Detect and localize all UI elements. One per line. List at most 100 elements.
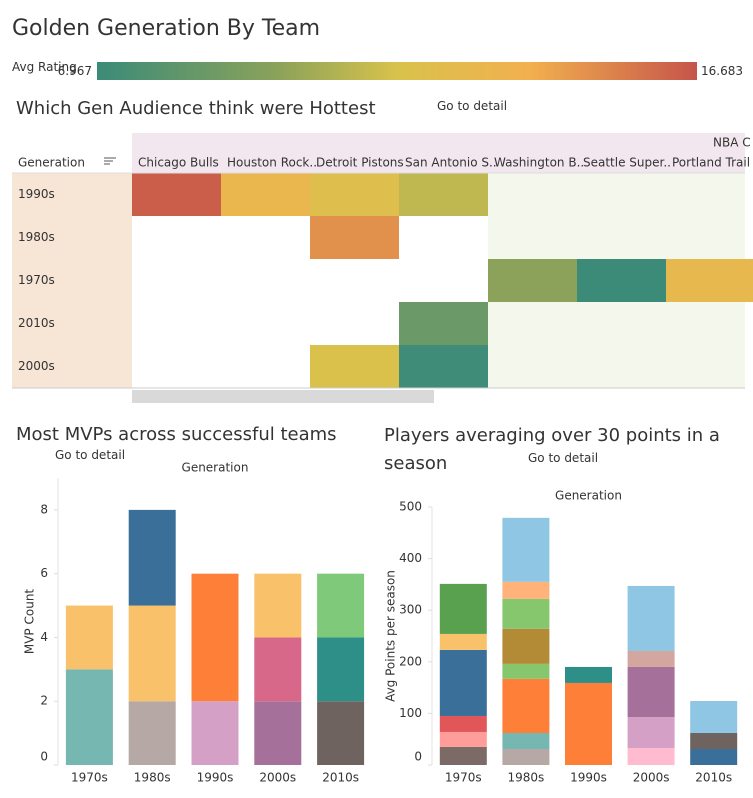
chart-title: Players averaging over 30 points in a se… (384, 425, 720, 474)
column-group-label: NBA C (713, 136, 751, 150)
heat-cell (399, 173, 488, 216)
row-label: 2000s (18, 359, 55, 373)
bar-segment (502, 628, 550, 664)
heat-cell (577, 259, 666, 302)
row-label: 1970s (18, 273, 55, 287)
bar-segment (690, 733, 738, 750)
x-tick-label: 1970s (445, 771, 482, 785)
bar-segment (317, 637, 365, 702)
x-tick-label: 1970s (71, 771, 108, 785)
heat-cell (310, 345, 399, 388)
heat-cell (399, 302, 488, 345)
bar-segment (317, 701, 365, 765)
bar-segment (502, 663, 550, 679)
x-tick-label: 1990s (197, 771, 234, 785)
y-tick-label: 400 (399, 551, 422, 565)
bar-segment (627, 717, 675, 748)
chart-title: Most MVPs across successful teams (16, 424, 337, 445)
bar-segment (565, 682, 612, 765)
bar-segment (502, 517, 550, 582)
legend-max: 16.683 (701, 64, 743, 78)
heat-cell (399, 345, 488, 388)
y-tick-label: 500 (399, 500, 422, 514)
y-tick-label: 2 (40, 694, 48, 708)
bar-segment (254, 637, 302, 702)
bar-segment (439, 746, 487, 765)
y-tick-label: 0 (414, 750, 422, 764)
y-tick-label: 200 (399, 654, 422, 668)
bar-segment (690, 749, 738, 765)
row-header-bg (12, 173, 132, 388)
x-tick-label: 2010s (695, 771, 732, 785)
detail-link[interactable]: Go to detail (55, 448, 126, 462)
bar-segment (627, 666, 675, 718)
y-axis-label: Avg Points per season (384, 570, 398, 702)
bar-segment (191, 701, 239, 765)
detail-link[interactable]: Go to detail (437, 99, 508, 113)
row-label: 1990s (18, 187, 55, 201)
column-header-bg (132, 133, 745, 173)
heat-cell (221, 173, 310, 216)
column-label: Portland Trail (672, 156, 750, 170)
legend-gradient (97, 62, 697, 80)
column-label: Detroit Pistons (316, 156, 404, 170)
heatmap-title: Which Gen Audience think were Hottest (16, 98, 376, 119)
column-header: Generation (555, 489, 622, 503)
bar-segment (128, 701, 176, 765)
row-label: 2010s (18, 316, 55, 330)
bar-segment (439, 633, 487, 650)
column-header: Generation (182, 461, 249, 475)
bar-segment (439, 583, 487, 634)
bar-segment (439, 731, 487, 747)
bar-segment (627, 585, 675, 651)
bar-segment (502, 581, 550, 599)
x-tick-label: 2000s (259, 771, 296, 785)
y-tick-label: 0 (40, 750, 48, 764)
x-tick-label: 2000s (633, 771, 670, 785)
legend-label: Avg Rating (12, 60, 77, 74)
bar-segment (439, 649, 487, 716)
column-label: Seattle Super.. (583, 156, 671, 170)
y-tick-label: 100 (399, 706, 422, 720)
y-axis-label: MVP Count (23, 589, 37, 655)
bar-segment (502, 749, 550, 765)
bar-segment (627, 650, 675, 667)
bar-segment (690, 701, 738, 734)
bar-segment (254, 701, 302, 765)
bar-segment (128, 509, 176, 606)
legend-min: 6.967 (57, 64, 92, 78)
x-tick-label: 2010s (322, 771, 359, 785)
detail-link[interactable]: Go to detail (528, 451, 599, 465)
column-label: Washington B.. (494, 156, 584, 170)
bar-segment (502, 678, 550, 734)
y-tick-label: 6 (40, 566, 48, 580)
bar-segment (627, 747, 675, 765)
bar-segment (317, 573, 365, 638)
bar-segment (128, 605, 176, 702)
column-label: Chicago Bulls (138, 156, 219, 170)
bar-segment (65, 605, 113, 670)
x-tick-label: 1990s (570, 771, 607, 785)
heat-cell (488, 259, 577, 302)
x-tick-label: 1980s (134, 771, 171, 785)
column-label: Houston Rock.. (227, 156, 317, 170)
heat-cell (666, 259, 753, 302)
scrollbar (132, 390, 434, 403)
y-tick-label: 300 (399, 603, 422, 617)
row-header: Generation (18, 156, 85, 170)
bar-segment (502, 733, 550, 750)
bar-segment (191, 573, 239, 702)
heat-cell (310, 216, 399, 259)
dashboard-title: Golden Generation By Team (12, 16, 321, 41)
y-tick-label: 8 (40, 502, 48, 516)
bar-segment (65, 669, 113, 765)
bar-segment (502, 598, 550, 629)
column-label: San Antonio S.. (405, 156, 497, 170)
x-tick-label: 1980s (508, 771, 545, 785)
bar-segment (439, 715, 487, 732)
bar-segment (254, 573, 302, 638)
bar-segment (565, 666, 612, 683)
y-tick-label: 4 (40, 630, 48, 644)
